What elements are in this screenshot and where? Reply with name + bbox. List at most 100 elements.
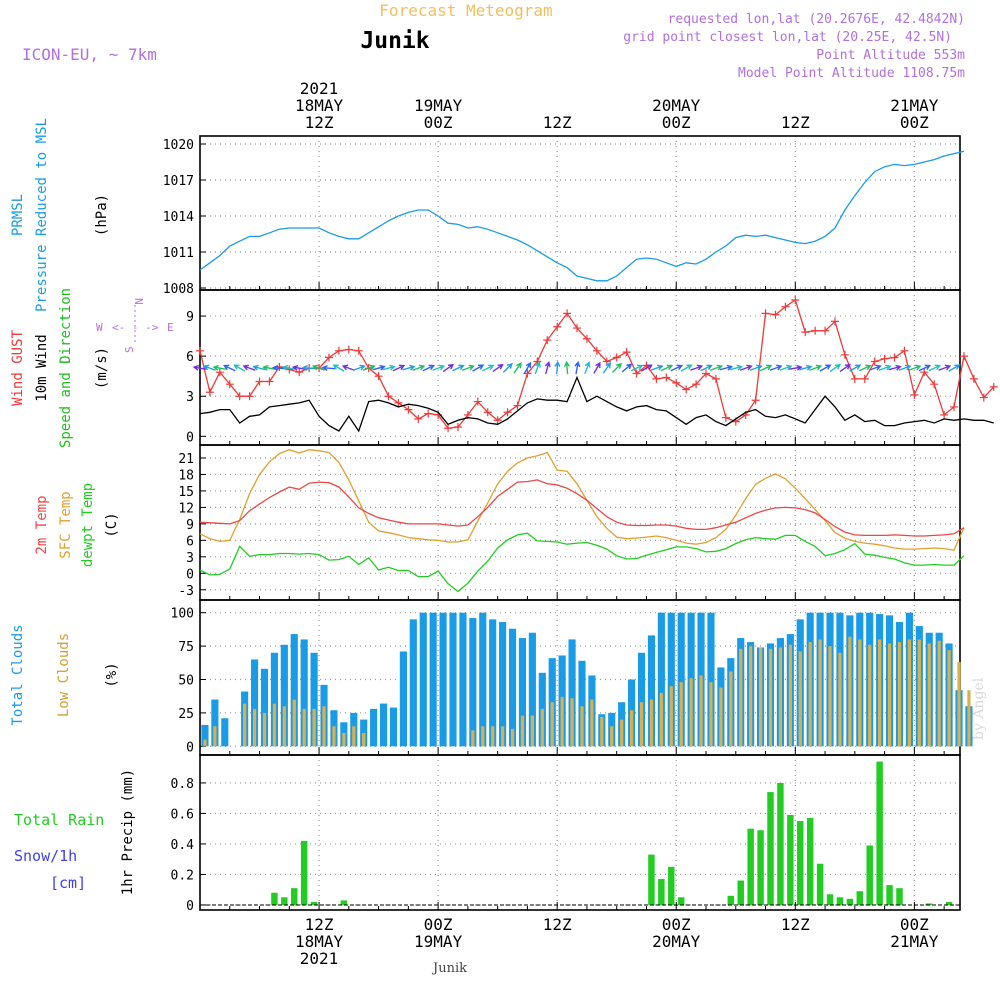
rain-bar	[658, 879, 665, 905]
wind-direction-arrow	[621, 363, 633, 373]
low-clouds-bar	[897, 642, 902, 747]
gust-marker	[344, 345, 353, 354]
gust-marker	[215, 368, 224, 377]
gust-marker	[830, 317, 839, 326]
total-clouds-bar	[528, 632, 536, 747]
gust-marker	[989, 382, 998, 391]
wind-direction-arrow	[898, 364, 912, 371]
gust-marker	[582, 334, 591, 343]
low-clouds-bar	[868, 644, 872, 747]
rain-bar	[291, 888, 298, 905]
y-tick-label: 1011	[163, 246, 194, 261]
low-clouds-bar	[818, 639, 822, 747]
low-clouds-bar	[739, 648, 743, 747]
wind-direction-arrow	[789, 364, 803, 371]
gust-marker	[662, 373, 671, 382]
gust-marker	[910, 390, 919, 399]
wind-speed-line	[199, 375, 994, 433]
pressure-unit: (hPa)	[94, 194, 110, 236]
gust-marker	[324, 353, 333, 362]
pressure-panel: 1008 1011 1014 1017 1020	[163, 135, 961, 297]
2m-temp-line	[199, 479, 965, 537]
low-clouds-bar	[679, 682, 683, 747]
panels-group: 100810111014101710200369-303691215182102…	[10, 118, 998, 914]
total-clouds-bar	[221, 718, 229, 747]
rain-bar	[816, 863, 824, 905]
low-clouds-bar	[798, 651, 802, 747]
low-clouds-bar	[639, 702, 644, 747]
wind-direction-arrow	[202, 364, 216, 371]
low-clouds-bar	[838, 652, 842, 747]
chart-title: Forecast Meteogram	[379, 1, 552, 20]
total-clouds-bar	[637, 652, 646, 747]
total-clouds-bar	[439, 612, 447, 747]
wind-direction-arrow	[593, 361, 601, 374]
gust-marker	[394, 398, 403, 407]
wind-direction-arrow	[839, 363, 852, 373]
rain-bar	[777, 782, 784, 905]
rain-bar	[747, 828, 754, 905]
bottom-time-label: 12Z	[543, 915, 572, 934]
model-altitude: Model Point Altitude 1108.75m	[738, 66, 965, 81]
low-clouds-bar	[858, 639, 862, 747]
clouds-ylabel-total: Total Clouds	[10, 624, 26, 725]
pressure-ylabel-prmsl: PRMSL	[10, 194, 26, 236]
low-clouds-bar	[967, 690, 971, 747]
requested-coords: requested lon,lat (20.2676E, 42.4842N)	[668, 12, 965, 27]
gust-marker	[632, 369, 641, 378]
wind-direction-arrow	[878, 364, 892, 371]
rain-bar	[866, 845, 873, 905]
total-clouds-bar	[429, 612, 437, 747]
temperature-frame	[199, 444, 961, 601]
wind-direction-arrow	[341, 364, 355, 371]
gust-marker	[791, 296, 800, 305]
wind-direction-arrow	[611, 362, 622, 373]
low-clouds-bar	[352, 726, 356, 747]
low-clouds-bar	[669, 686, 673, 747]
low-clouds-bar	[471, 730, 475, 747]
gust-marker	[979, 393, 988, 402]
top-time-label: 12Z	[543, 113, 572, 132]
low-clouds-bar	[600, 716, 604, 747]
wind-unit: (m/s)	[94, 347, 110, 389]
low-clouds-bar	[530, 715, 534, 747]
gust-marker	[573, 324, 582, 333]
y-tick-label: 9	[186, 310, 194, 325]
precip-ylabel-snow: Snow/1h	[14, 847, 77, 865]
compass-n: N	[132, 298, 145, 305]
wind-direction-arrow	[819, 364, 832, 372]
compass-arrows: <- - ->	[112, 321, 159, 334]
y-tick-label: 0.2	[171, 868, 194, 883]
wind-direction-arrow	[502, 362, 513, 373]
wind-direction-arrow	[262, 364, 276, 371]
top-time-label: 2021	[300, 79, 339, 98]
wind-direction-arrow	[829, 363, 842, 373]
gust-marker	[930, 380, 939, 389]
rain-bar	[886, 885, 893, 905]
wind-direction-arrow	[242, 364, 256, 371]
gust-marker	[602, 357, 611, 366]
total-clouds-bar	[201, 724, 209, 747]
low-clouds-bar	[758, 647, 763, 747]
low-clouds-bar	[947, 650, 951, 747]
y-tick-label: 1017	[163, 174, 194, 189]
low-clouds-bar	[848, 636, 852, 747]
low-clouds-bar	[322, 706, 326, 747]
total-clouds-bar	[489, 619, 497, 747]
y-tick-label: 3	[186, 390, 194, 405]
wind-direction-arrow	[271, 364, 286, 371]
top-time-label: 00Z	[662, 113, 691, 132]
wind-direction-arrow	[212, 364, 226, 371]
total-clouds-bar	[290, 634, 298, 747]
low-clouds-bar	[719, 687, 723, 747]
low-clouds-bar	[560, 696, 564, 747]
y-tick-label: 0.4	[171, 838, 195, 853]
wind-direction-arrow	[223, 364, 236, 372]
gust-marker	[245, 392, 254, 401]
gust-marker	[702, 369, 711, 378]
total-clouds-bar	[379, 703, 388, 747]
y-tick-label: 25	[178, 707, 194, 722]
total-clouds-bar	[657, 612, 665, 747]
wind-direction-arrow	[554, 360, 561, 375]
y-tick-label: 0	[186, 430, 194, 445]
